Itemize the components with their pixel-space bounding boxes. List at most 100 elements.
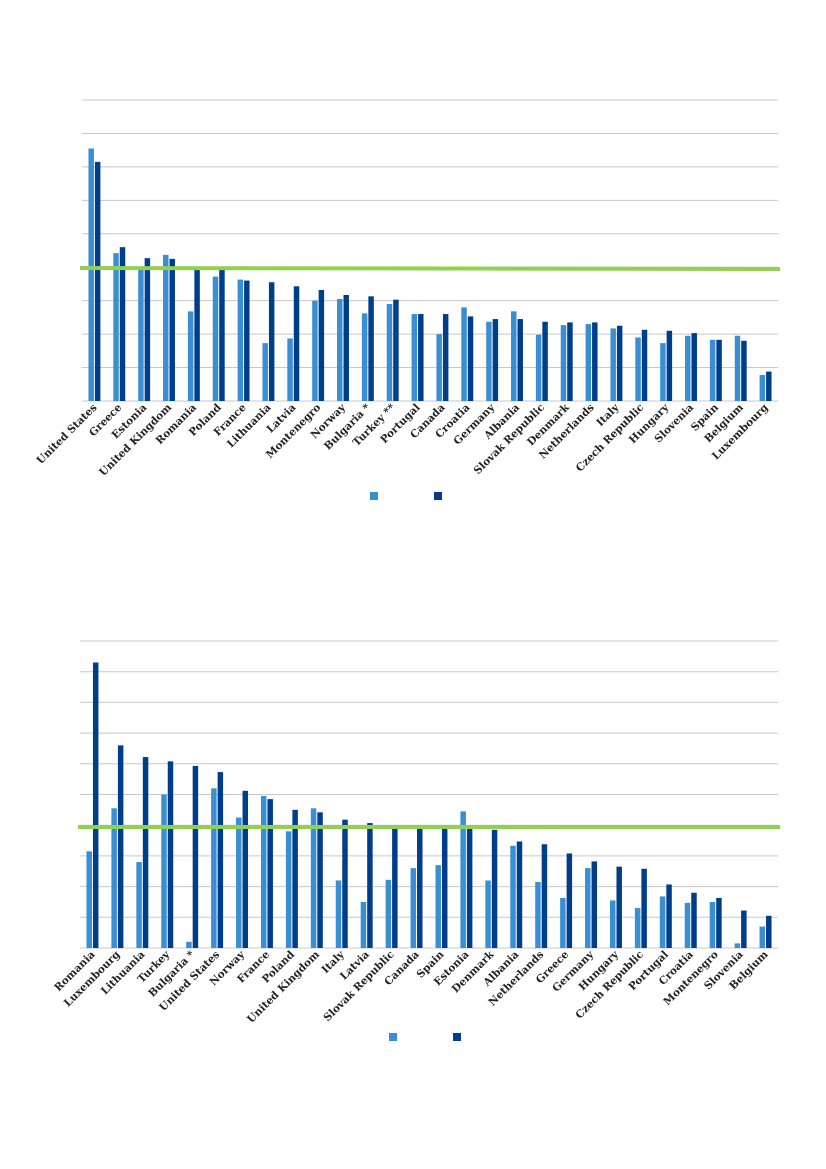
bar-series-2	[616, 866, 622, 948]
bar-series-1	[360, 901, 367, 948]
bar-series-2	[368, 296, 374, 401]
bar-series-2	[317, 812, 323, 948]
bar-series-2	[242, 790, 249, 948]
bar-series-2	[616, 325, 623, 401]
bar-series-1	[685, 335, 691, 401]
bar-series-1	[585, 324, 592, 401]
bar-series-1	[337, 298, 343, 401]
bar-series-1	[511, 311, 517, 401]
bar-series-2	[492, 319, 499, 401]
bar-series-1	[535, 881, 541, 948]
bar-series-2	[591, 861, 598, 948]
bar-series-2	[666, 330, 673, 401]
bar-series-1	[634, 908, 641, 948]
bar-series-2	[542, 321, 548, 401]
bar-series-2	[92, 662, 99, 948]
bar-series-2	[541, 844, 548, 948]
bar-series-2	[142, 757, 149, 948]
bar-series-2	[167, 761, 174, 948]
bar-series-2	[292, 809, 298, 948]
bar-series-1	[535, 334, 542, 401]
bar-series-2	[441, 828, 448, 948]
bar-series-2	[467, 316, 474, 401]
bar-series-2	[766, 915, 772, 948]
bar-series-1	[560, 897, 566, 948]
bar-series-1	[138, 268, 144, 401]
bar-series-1	[460, 811, 466, 948]
bar-series-2	[117, 745, 124, 948]
bar-series-1	[163, 254, 169, 401]
bar-series-1	[86, 851, 92, 948]
bar-series-1	[709, 339, 716, 401]
bar-series-2	[641, 329, 648, 401]
bar-series-1	[560, 325, 567, 401]
bar-series-1	[136, 862, 142, 948]
bar-series-1	[385, 879, 392, 948]
bar-series-1	[609, 900, 616, 948]
bar-series-2	[517, 319, 523, 401]
bar-series-2	[367, 823, 373, 948]
bar-series-2	[342, 819, 348, 948]
bar-series-2	[392, 826, 398, 948]
bar-series-2	[691, 892, 697, 948]
bar-series-1	[211, 788, 217, 948]
bar-series-2	[144, 258, 151, 401]
bar-series-1	[111, 808, 117, 948]
bar-series-2	[194, 268, 200, 401]
bar-series-2	[442, 314, 449, 401]
bar-series-2	[741, 340, 747, 401]
bar-series-1	[312, 300, 318, 401]
bar-series-1	[236, 817, 242, 948]
bar-series-1	[461, 307, 467, 401]
bar-series-1	[759, 926, 766, 948]
bar-series-1	[310, 808, 317, 948]
bar-series-2	[566, 853, 573, 948]
bar-series-2	[741, 910, 747, 948]
bar-series-2	[244, 280, 250, 401]
bar-series-2	[219, 268, 225, 401]
bar-series-2	[417, 827, 423, 948]
bar-series-1	[260, 796, 267, 948]
bar-series-1	[262, 343, 268, 401]
bar-series-2	[592, 322, 598, 401]
bar-series-2	[119, 247, 126, 401]
bar-series-1	[585, 868, 591, 948]
bar-series-2	[267, 799, 273, 948]
bar-series-1	[436, 334, 442, 401]
bar-series-1	[386, 304, 393, 401]
reference-line	[79, 266, 781, 271]
bar-series-1	[435, 865, 441, 948]
bar-series-2	[666, 884, 672, 948]
bar-series-1	[187, 311, 194, 401]
bar-series-2	[393, 299, 399, 401]
bar-series-1	[287, 338, 293, 401]
bar-series-1	[510, 845, 516, 948]
bar-series-1	[759, 374, 766, 401]
bar-series-1	[285, 831, 292, 948]
bar-series-1	[635, 337, 641, 401]
bar-series-2	[466, 828, 473, 948]
bar-series-2	[766, 371, 772, 401]
bar-series-2	[716, 339, 722, 401]
bar-series-1	[410, 868, 417, 948]
bar-chart-bottom: RomaniaLuxembourgLithuaniaTurkeyBulgaria…	[52, 640, 780, 1041]
bar-series-2	[716, 897, 722, 948]
bar-series-1	[709, 901, 716, 948]
bar-series-2	[217, 772, 224, 948]
legend-swatch-series-1	[389, 1033, 397, 1041]
legend-swatch-series-1	[370, 492, 378, 500]
bar-series-1	[161, 794, 167, 948]
bar-series-2	[94, 161, 101, 401]
bar-series-1	[186, 941, 192, 948]
bar-series-1	[734, 335, 741, 401]
bar-series-2	[343, 294, 349, 401]
bar-series-1	[486, 321, 492, 401]
bar-series-1	[335, 880, 342, 948]
bar-series-1	[411, 314, 418, 401]
bar-series-1	[485, 880, 491, 948]
bar-series-1	[684, 902, 691, 948]
bar-series-1	[734, 943, 741, 948]
bar-series-2	[318, 289, 325, 401]
bar-series-1	[659, 896, 666, 948]
